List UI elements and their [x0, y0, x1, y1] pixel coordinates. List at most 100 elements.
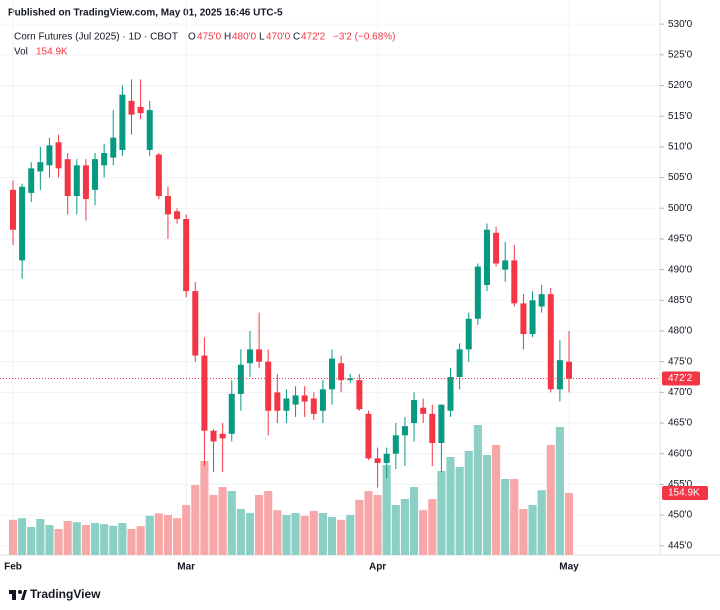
candle-body	[228, 393, 235, 434]
volume-bar	[419, 510, 428, 555]
volume-bar	[118, 523, 127, 555]
brand: TradingView	[30, 587, 101, 601]
candle-body	[283, 398, 290, 411]
x-tick-label: May	[559, 562, 579, 573]
candle-body	[356, 380, 363, 410]
volume-bar	[209, 495, 218, 555]
last-volume-box	[662, 486, 708, 501]
volume-bar	[382, 465, 391, 555]
volume-bar	[236, 509, 245, 555]
candle-body	[174, 211, 181, 219]
candle-body	[365, 413, 372, 459]
legend-close: 472'2	[301, 32, 326, 43]
volume-bar	[446, 457, 455, 555]
volume-bar	[163, 515, 173, 555]
y-tick-label: 505'0	[668, 172, 693, 183]
volume-bar	[464, 451, 473, 555]
candle-body	[10, 189, 16, 230]
candle-body	[374, 458, 381, 463]
candle-body	[55, 142, 62, 169]
candle-body	[292, 395, 299, 405]
y-tick-label: 490'0	[668, 264, 693, 275]
candle-body	[128, 100, 135, 115]
volume-bar	[455, 467, 464, 555]
brand-logo: TradingView	[9, 587, 101, 601]
candle-body	[329, 358, 336, 390]
volume-bar	[63, 521, 72, 555]
candle-body	[511, 260, 518, 304]
y-tick-label: 495'0	[668, 234, 693, 245]
volume-bar	[555, 427, 564, 555]
volume-bar	[337, 519, 346, 555]
logo-part	[12, 590, 16, 600]
y-tick-label: 470'0	[668, 387, 693, 398]
y-tick-label: 460'0	[668, 448, 693, 459]
candle-body	[301, 395, 308, 402]
published-note: Published on TradingView.com, May 01, 20…	[8, 8, 283, 19]
volume-bar	[318, 513, 327, 555]
volume-bar	[264, 491, 273, 555]
candle-body	[82, 165, 89, 200]
volume-bar	[428, 499, 437, 555]
volume-bar	[36, 519, 45, 555]
candle-body	[429, 413, 436, 443]
candle-body	[319, 389, 326, 411]
candle-body	[110, 137, 117, 158]
y-tick-label: 450'0	[668, 510, 693, 521]
candle-body	[447, 377, 454, 411]
volume-bar	[27, 527, 36, 555]
candle-body	[338, 363, 345, 381]
y-tick-label: 510'0	[668, 142, 693, 153]
volume-bar	[145, 515, 154, 555]
candle-body	[155, 154, 162, 196]
volume-bar	[546, 445, 555, 555]
candle-body	[566, 361, 572, 379]
y-tick-label: 465'0	[668, 418, 693, 429]
volume-bar	[327, 517, 337, 555]
candle-body	[274, 392, 281, 411]
legend-change: −3'2 (−0.68%)	[333, 32, 396, 43]
volume-bar	[109, 525, 118, 555]
volume-bar	[564, 493, 574, 555]
y-tick-label: 485'0	[668, 295, 693, 306]
volume-bar	[45, 525, 54, 555]
logo-part	[18, 590, 22, 594]
plot	[0, 0, 660, 555]
legend: Corn Futures (Jul 2025) · 1D · CBOT O 47…	[14, 32, 396, 58]
candle-body	[37, 162, 44, 172]
volume-bar	[437, 471, 446, 555]
last-price-label: 472'2	[668, 373, 693, 384]
legend-c: C	[293, 32, 300, 43]
y-tick-label: 455'0	[668, 479, 693, 490]
volume-bar	[492, 445, 501, 555]
legend-vol-value: 154.9K	[36, 47, 68, 58]
candle-body	[201, 355, 208, 431]
legend-h: H	[224, 32, 231, 43]
volume-bar	[200, 461, 209, 555]
candle-body	[411, 400, 418, 424]
volume-bar	[154, 513, 163, 555]
last-volume-label: 154.9K	[668, 488, 700, 499]
y-tick-label: 525'0	[668, 49, 693, 60]
candle-body	[465, 318, 472, 350]
volume-bar	[537, 490, 546, 555]
volume-bar	[473, 425, 482, 555]
volume-bar	[309, 511, 318, 555]
candle-body	[28, 168, 35, 193]
candle-body	[493, 232, 500, 264]
volume-bar	[136, 526, 145, 555]
logo-part	[21, 590, 27, 600]
candle-body	[137, 106, 144, 114]
y-tick-label: 480'0	[668, 326, 693, 337]
volume-bar	[364, 491, 373, 555]
legend-low: 470'0	[266, 32, 291, 43]
candle-body	[474, 266, 481, 319]
volume-bar	[482, 455, 492, 555]
candle-body	[547, 294, 554, 390]
volume-bar	[127, 529, 136, 555]
candle-body	[401, 426, 408, 436]
volume-bar	[100, 524, 109, 555]
legend-l: L	[259, 32, 265, 43]
legend-o: O	[188, 32, 196, 43]
